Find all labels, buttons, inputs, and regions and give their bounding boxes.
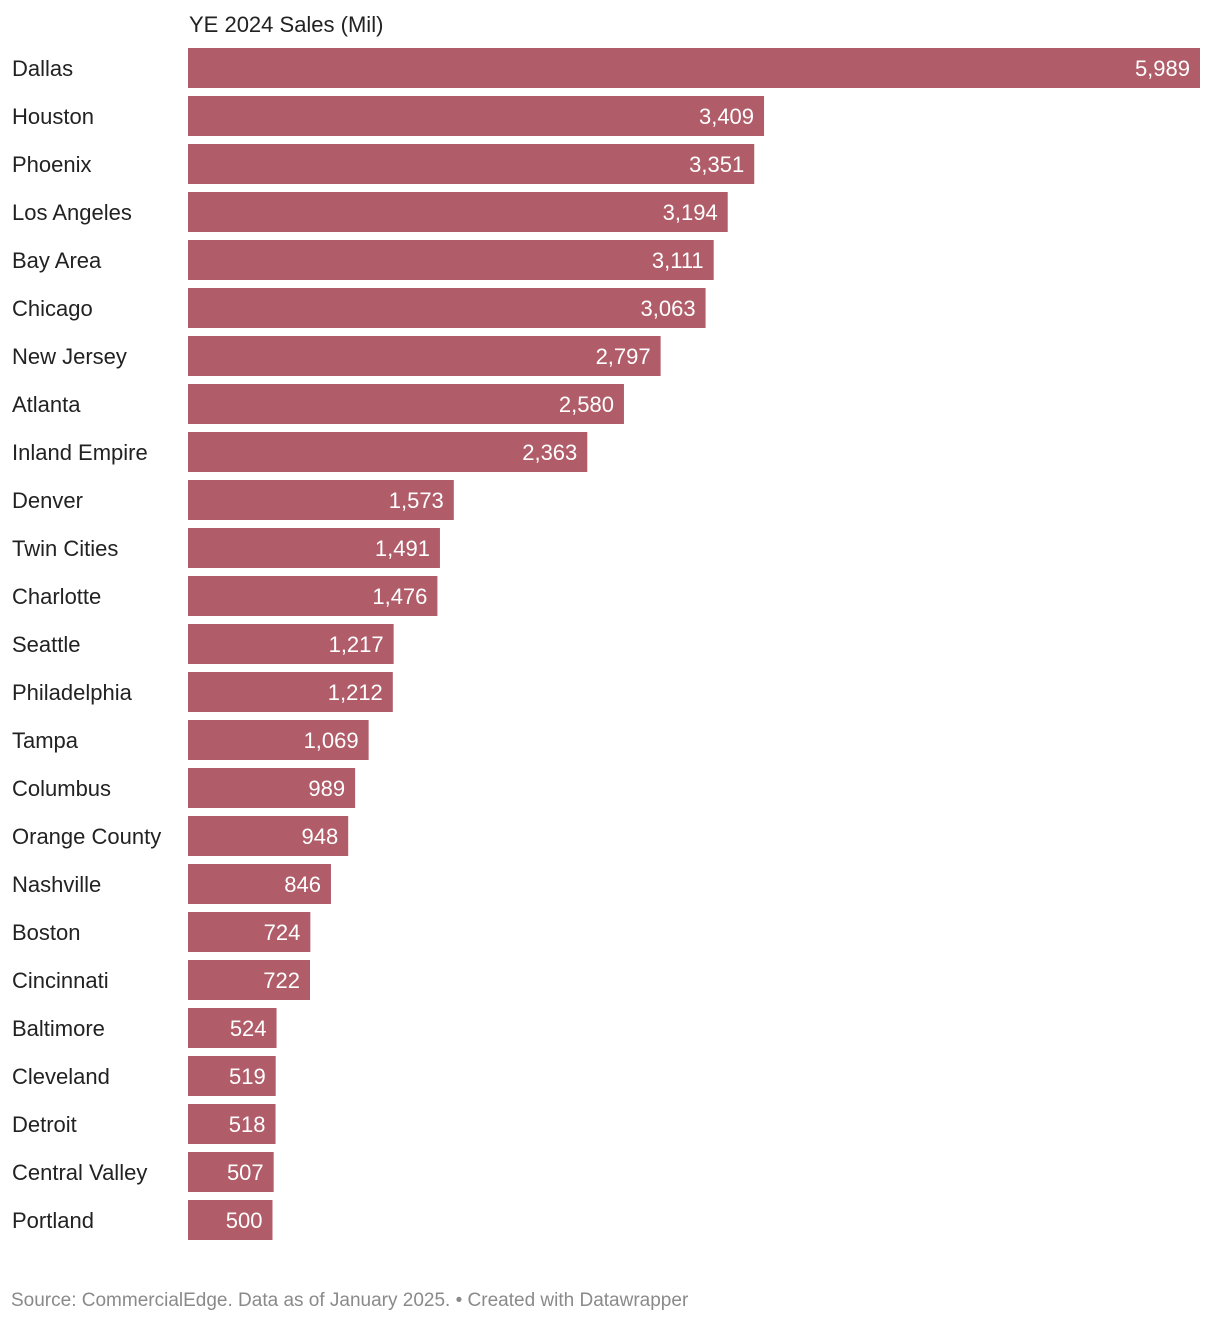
bar xyxy=(188,768,356,808)
bar-value-label: 2,797 xyxy=(596,344,651,369)
category-label: Tampa xyxy=(12,728,79,753)
bar-value-label: 3,111 xyxy=(652,248,704,273)
category-label: Charlotte xyxy=(12,584,101,609)
column-header: YE 2024 Sales (Mil) xyxy=(189,12,383,37)
bar xyxy=(188,960,311,1000)
category-label: Orange County xyxy=(12,824,161,849)
bar-value-label: 524 xyxy=(230,1016,267,1041)
category-label: Los Angeles xyxy=(12,200,132,225)
bar-value-label: 500 xyxy=(226,1208,263,1233)
bar-value-label: 1,573 xyxy=(389,488,444,513)
bar xyxy=(188,384,624,424)
bar-value-label: 1,212 xyxy=(328,680,383,705)
category-label: Boston xyxy=(12,920,81,945)
category-label: Columbus xyxy=(12,776,111,801)
bar xyxy=(188,288,706,328)
bar-value-label: 846 xyxy=(284,872,321,897)
bar-value-label: 3,351 xyxy=(689,152,744,177)
bars-group: Dallas 5,989 Houston 3,409 Phoenix 3,351 Los A… xyxy=(12,48,1200,1240)
category-label: New Jersey xyxy=(12,344,127,369)
bar-value-label: 5,989 xyxy=(1135,56,1190,81)
bar xyxy=(188,528,440,568)
bar-value-label: 989 xyxy=(308,776,345,801)
bar-value-label: 1,476 xyxy=(372,584,427,609)
bar xyxy=(188,864,331,904)
bar-value-label: 519 xyxy=(229,1064,266,1089)
bar-value-label: 3,194 xyxy=(663,200,718,225)
category-label: Denver xyxy=(12,488,83,513)
category-label: Central Valley xyxy=(12,1160,147,1185)
bar xyxy=(188,720,369,760)
category-label: Atlanta xyxy=(12,392,81,417)
category-label: Cincinnati xyxy=(12,968,109,993)
bar xyxy=(188,144,755,184)
bar-value-label: 724 xyxy=(264,920,301,945)
category-label: Nashville xyxy=(12,872,101,897)
bar xyxy=(188,576,438,616)
bar-value-label: 1,491 xyxy=(375,536,430,561)
bar xyxy=(188,432,588,472)
bar xyxy=(188,1200,273,1240)
bar xyxy=(188,96,765,136)
bar-value-label: 1,069 xyxy=(304,728,359,753)
category-label: Twin Cities xyxy=(12,536,118,561)
bar-value-label: 1,217 xyxy=(329,632,384,657)
category-label: Baltimore xyxy=(12,1016,105,1041)
category-label: Philadelphia xyxy=(12,680,133,705)
bar-value-label: 507 xyxy=(227,1160,264,1185)
category-label: Houston xyxy=(12,104,94,129)
bar-value-label: 2,580 xyxy=(559,392,614,417)
category-label: Inland Empire xyxy=(12,440,148,465)
bar xyxy=(188,1152,274,1192)
bar xyxy=(188,240,714,280)
bar xyxy=(188,48,1200,88)
bar-value-label: 3,063 xyxy=(641,296,696,321)
category-label: Detroit xyxy=(12,1112,77,1137)
bar xyxy=(188,336,661,376)
bar xyxy=(188,480,454,520)
bar xyxy=(188,912,311,952)
category-label: Phoenix xyxy=(12,152,92,177)
category-label: Seattle xyxy=(12,632,81,657)
bar-value-label: 3,409 xyxy=(699,104,754,129)
source-footer: Source: CommercialEdge. Data as of Janua… xyxy=(11,1290,689,1311)
bar xyxy=(188,1056,276,1096)
bar xyxy=(188,672,393,712)
category-label: Portland xyxy=(12,1208,94,1233)
bar-value-label: 948 xyxy=(301,824,338,849)
category-label: Dallas xyxy=(12,56,73,81)
category-label: Cleveland xyxy=(12,1064,110,1089)
bar xyxy=(188,816,349,856)
bar-value-label: 518 xyxy=(229,1112,266,1137)
bar xyxy=(188,1008,277,1048)
bar-value-label: 2,363 xyxy=(522,440,577,465)
category-label: Chicago xyxy=(12,296,93,321)
bar xyxy=(188,624,394,664)
bar xyxy=(188,192,728,232)
bar-chart: YE 2024 Sales (Mil) Dallas 5,989 Houston 3,… xyxy=(12,12,1200,1240)
category-label: Bay Area xyxy=(12,248,102,273)
bar xyxy=(188,1104,276,1144)
bar-value-label: 722 xyxy=(263,968,300,993)
